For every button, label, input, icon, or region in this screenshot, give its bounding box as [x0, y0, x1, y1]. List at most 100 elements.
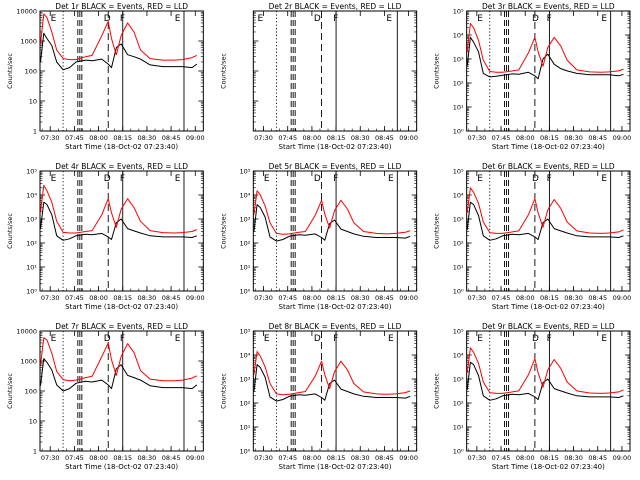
y-tick-label: 10¹	[239, 264, 250, 272]
series-line-lld	[466, 23, 624, 73]
x-tick-label: 07:30	[41, 134, 60, 142]
x-tick-label: 08:30	[564, 454, 583, 462]
series-line-lld	[466, 187, 624, 234]
y-tick-label: 100	[25, 68, 37, 76]
panel-det-6: Det 6r BLACK = Events, RED = LLD 10⁰ 10¹ 10…	[433, 162, 632, 311]
x-axis-label: Start Time (18-Oct-02 07:23:40)	[492, 463, 605, 471]
x-tick-label: 09:00	[186, 134, 205, 142]
y-tick-label: 10⁵	[239, 328, 250, 336]
x-tick-label: 08:15	[540, 454, 559, 462]
panel-det-2: Det 2r BLACK = Events, RED = LLD 07:30 07:…	[219, 2, 418, 151]
panel-det-9: Det 9r BLACK = Events, RED = LLD 10⁰ 10¹ 10…	[433, 322, 632, 471]
x-tick-label: 07:30	[254, 294, 273, 302]
marker-label: D	[104, 14, 111, 24]
y-tick-label: 10⁵	[453, 8, 464, 16]
plot-frame	[252, 170, 418, 292]
x-tick-label: 08:15	[113, 454, 132, 462]
marker-label: E	[388, 334, 394, 344]
y-tick-label: 10⁵	[453, 328, 464, 336]
x-tick-label: 08:15	[113, 294, 132, 302]
plot-frame	[466, 170, 631, 292]
x-tick-label: 09:00	[399, 134, 418, 142]
series-line-events	[466, 36, 624, 80]
x-tick-label: 09:00	[186, 454, 205, 462]
series-line-lld	[466, 347, 624, 394]
x-tick-label: 09:00	[186, 294, 205, 302]
x-tick-label: 07:30	[41, 454, 60, 462]
y-tick-label: 10⁰	[239, 288, 250, 296]
marker-label: E	[601, 174, 607, 184]
x-axis-label: Start Time (18-Oct-02 07:23:40)	[279, 303, 392, 311]
panel-det-8: Det 8r BLACK = Events, RED = LLD 10⁰ 10¹ 10…	[219, 322, 418, 471]
series-line-lld	[253, 190, 411, 235]
y-tick-label: 10³	[453, 376, 464, 384]
marker-label: E	[477, 174, 483, 184]
y-tick-label: 1000	[20, 38, 37, 46]
x-axis-label: Start Time (18-Oct-02 07:23:40)	[279, 143, 392, 151]
x-tick-label: 08:30	[351, 454, 370, 462]
y-tick-label: 10⁰	[453, 288, 464, 296]
y-axis-label: Counts/sec	[433, 53, 441, 89]
marker-label: E	[388, 174, 394, 184]
x-tick-label: 07:30	[468, 454, 487, 462]
marker-label: F	[333, 334, 338, 344]
y-tick-label: 10⁵	[239, 168, 250, 176]
panel-title: Det 8r BLACK = Events, RED = LLD	[269, 322, 402, 331]
y-axis-label: Counts/sec	[219, 53, 227, 89]
x-tick-label: 08:15	[540, 134, 559, 142]
y-tick-label: 10²	[26, 240, 37, 248]
y-axis-label: Counts/sec	[433, 213, 441, 249]
x-tick-label: 08:15	[327, 134, 346, 142]
marker-label: E	[477, 334, 483, 344]
panel-det-5: Det 5r BLACK = Events, RED = LLD 10⁰ 10¹ 10…	[219, 162, 418, 311]
x-tick-label: 08:45	[375, 294, 394, 302]
x-tick-label: 08:30	[351, 294, 370, 302]
marker-label: E	[601, 334, 607, 344]
panel-title: Det 2r BLACK = Events, RED = LLD	[269, 2, 402, 11]
series-line-lld	[253, 351, 411, 396]
y-tick-label: 10²	[239, 400, 250, 408]
y-tick-label: 10⁴	[453, 352, 464, 360]
y-tick-label: 10¹	[26, 264, 37, 272]
y-tick-label: 10¹	[453, 104, 464, 112]
x-tick-label: 08:30	[138, 454, 157, 462]
y-tick-label: 10⁴	[26, 192, 37, 200]
plot-frame	[39, 170, 204, 292]
x-tick-label: 07:45	[65, 134, 84, 142]
marker-label: E	[257, 14, 263, 24]
x-axis-label: Start Time (18-Oct-02 07:23:40)	[492, 303, 605, 311]
series-line-events	[253, 364, 411, 402]
marker-label: D	[532, 334, 539, 344]
x-tick-label: 08:00	[516, 134, 535, 142]
x-tick-label: 08:45	[162, 294, 181, 302]
series-line-lld	[40, 13, 198, 61]
y-tick-label: 10³	[453, 56, 464, 64]
y-tick-label: 10⁵	[26, 168, 37, 176]
y-tick-label: 10¹	[453, 424, 464, 432]
y-tick-label: 1	[33, 448, 37, 456]
y-axis-label: Counts/sec	[6, 53, 14, 89]
marker-label: E	[601, 14, 607, 24]
x-tick-label: 07:45	[278, 294, 297, 302]
plot-frame	[39, 10, 204, 132]
x-tick-label: 08:45	[162, 454, 181, 462]
x-tick-label: 08:15	[113, 134, 132, 142]
plot-frame	[252, 330, 418, 452]
y-tick-label: 10⁴	[453, 192, 464, 200]
y-axis-label: Counts/sec	[219, 213, 227, 249]
x-tick-label: 08:00	[303, 294, 322, 302]
marker-label: E	[477, 14, 483, 24]
y-tick-label: 10⁰	[453, 448, 464, 456]
x-tick-label: 09:00	[613, 294, 632, 302]
x-tick-label: 08:00	[89, 134, 108, 142]
x-tick-label: 07:45	[278, 454, 297, 462]
y-tick-label: 10000	[16, 328, 37, 336]
marker-label: F	[120, 334, 125, 344]
x-tick-label: 08:45	[375, 134, 394, 142]
y-tick-label: 10³	[239, 216, 250, 224]
marker-label: E	[264, 334, 270, 344]
x-tick-label: 08:30	[351, 134, 370, 142]
series-line-events	[40, 358, 198, 392]
x-axis-label: Start Time (18-Oct-02 07:23:40)	[492, 143, 605, 151]
